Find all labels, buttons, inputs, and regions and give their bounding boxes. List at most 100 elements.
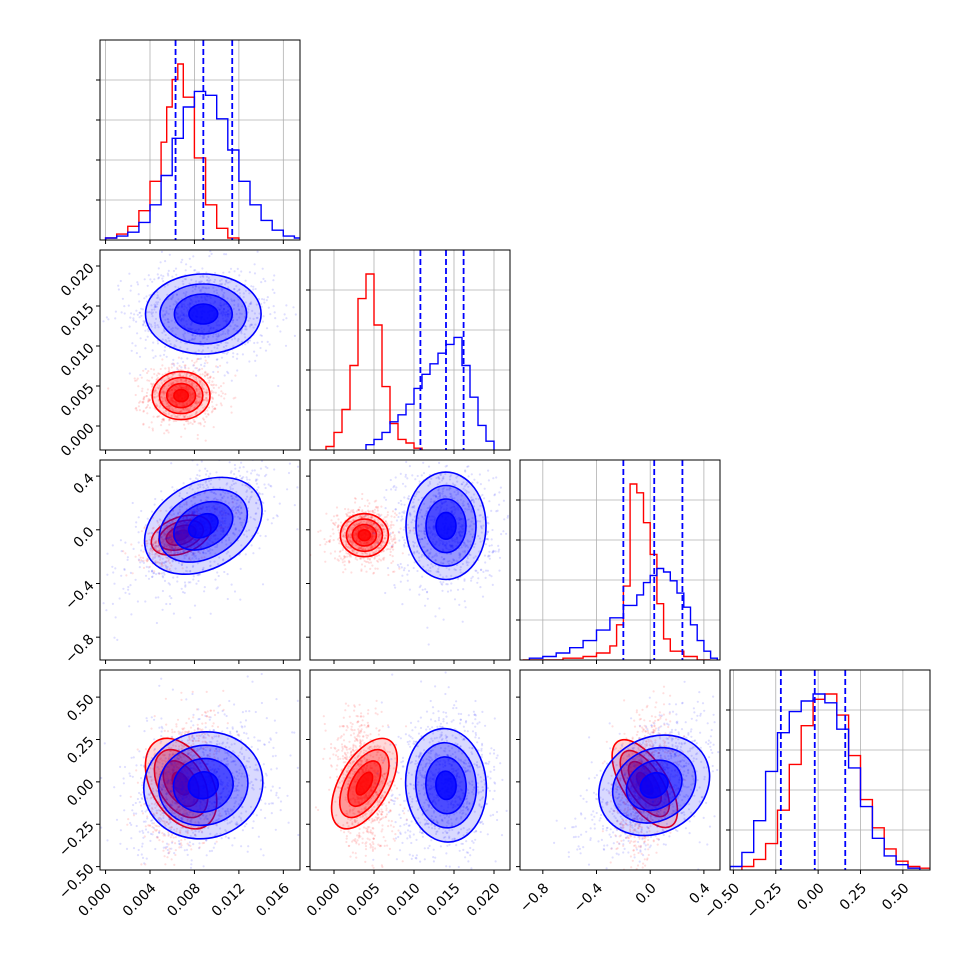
scatter-point: [174, 547, 177, 550]
scatter-point: [491, 583, 494, 587]
scatter-point: [194, 285, 197, 288]
scatter-point: [199, 373, 202, 376]
scatter-point: [186, 347, 189, 350]
scatter-point: [364, 510, 367, 514]
scatter-point: [255, 453, 257, 455]
scatter-point: [245, 325, 248, 328]
scatter-point: [241, 452, 243, 454]
scatter-point: [234, 528, 237, 531]
scatter-point: [222, 490, 225, 493]
scatter-point: [174, 285, 177, 288]
scatter-point: [442, 618, 445, 621]
scatter-point: [94, 541, 96, 543]
scatter-point: [185, 566, 188, 569]
scatter-point: [184, 569, 188, 573]
scatter-point: [430, 498, 433, 501]
scatter-point: [362, 547, 365, 551]
scatter-point: [190, 550, 193, 554]
scatter-point: [344, 545, 347, 548]
scatter-point: [148, 538, 151, 541]
scatter-point: [162, 418, 165, 421]
scatter-point: [412, 545, 415, 548]
scatter-point: [160, 391, 163, 394]
scatter-point: [195, 388, 198, 391]
scatter-point: [154, 403, 158, 406]
scatter-point: [207, 286, 210, 290]
scatter-point: [150, 308, 154, 311]
scatter-point: [162, 392, 165, 395]
scatter-point: [150, 312, 153, 316]
scatter-point: [401, 518, 404, 521]
scatter-point: [153, 395, 156, 399]
scatter-point: [134, 407, 137, 410]
scatter-point: [377, 528, 380, 531]
scatter-point: [349, 536, 352, 540]
scatter-point: [434, 615, 437, 618]
scatter-point: [355, 510, 358, 513]
scatter-point: [183, 379, 186, 383]
scatter-point: [391, 570, 395, 573]
scatter-point: [239, 567, 242, 571]
scatter-point: [120, 550, 123, 553]
scatter-point: [260, 281, 263, 284]
scatter-point: [202, 406, 205, 409]
scatter-point: [480, 525, 483, 528]
scatter-point: [205, 391, 208, 394]
scatter-point: [143, 395, 146, 398]
scatter-point: [440, 556, 443, 559]
scatter-point: [135, 320, 138, 323]
scatter-point: [187, 581, 190, 584]
scatter-point: [183, 557, 186, 560]
scatter-point: [144, 600, 147, 603]
scatter-point: [173, 544, 176, 547]
scatter-point: [350, 528, 353, 531]
scatter-point: [231, 479, 234, 483]
scatter-point: [172, 358, 175, 361]
scatter-point: [148, 426, 151, 429]
scatter-point: [216, 571, 219, 574]
scatter-point: [172, 362, 175, 365]
scatter-point: [423, 530, 426, 533]
scatter-point: [277, 431, 279, 433]
scatter-point: [149, 543, 152, 546]
scatter-point: [246, 340, 249, 343]
scatter-point: [162, 411, 165, 414]
scatter-point: [140, 559, 143, 562]
scatter-point: [492, 549, 495, 552]
scatter-point: [266, 518, 269, 521]
scatter-point: [129, 316, 132, 319]
scatter-point: [155, 378, 158, 381]
scatter-point: [234, 528, 237, 531]
scatter-point: [157, 301, 160, 304]
y-tick-label-p2: 0.4: [71, 470, 98, 497]
scatter-point: [255, 501, 258, 504]
scatter-point: [164, 537, 167, 540]
scatter-point: [141, 560, 144, 563]
scatter-point: [179, 411, 182, 414]
scatter-point: [143, 297, 146, 300]
scatter-point: [173, 415, 176, 418]
scatter-point: [205, 484, 209, 487]
scatter-point: [191, 503, 194, 507]
scatter-point: [471, 575, 474, 578]
scatter-point: [471, 498, 474, 501]
scatter-point: [149, 394, 152, 397]
scatter-point: [244, 498, 248, 501]
scatter-point: [380, 545, 383, 549]
scatter-point: [354, 557, 357, 560]
scatter-point: [197, 395, 200, 398]
scatter-point: [245, 476, 248, 479]
scatter-point: [171, 275, 174, 278]
scatter-point: [395, 486, 398, 489]
scatter-point: [347, 508, 350, 511]
scatter-point: [242, 476, 245, 479]
scatter-point: [151, 429, 154, 432]
scatter-point: [168, 419, 171, 422]
scatter-point: [183, 551, 186, 554]
scatter-point: [137, 531, 140, 534]
scatter-point: [184, 409, 187, 412]
scatter-point: [188, 257, 191, 260]
scatter-point: [224, 247, 226, 249]
scatter-point: [256, 489, 259, 492]
